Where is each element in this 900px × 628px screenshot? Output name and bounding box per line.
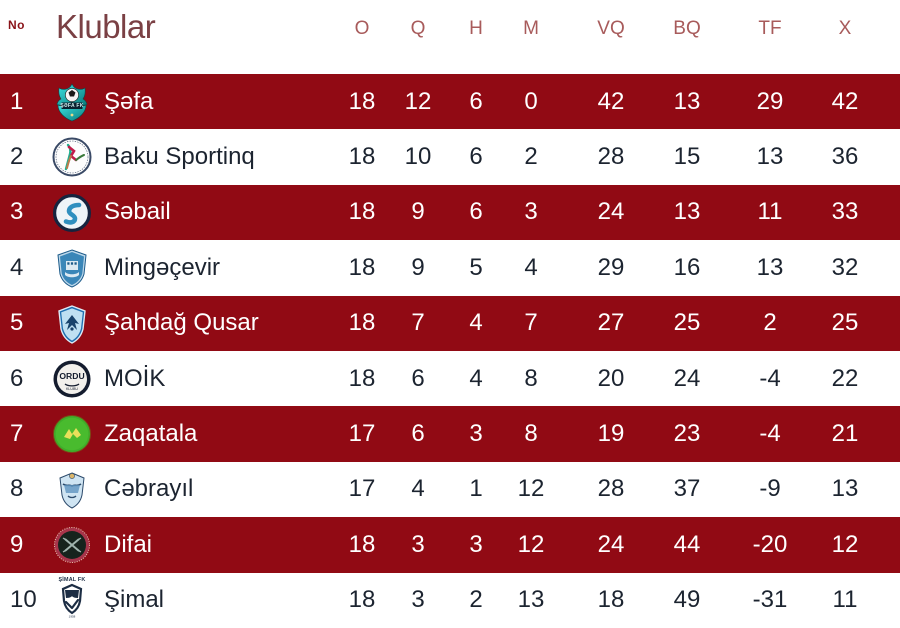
- svg-text:ŞİMAL FK: ŞİMAL FK: [59, 576, 86, 583]
- svg-text:ŞƏFA FK: ŞƏFA FK: [60, 103, 83, 109]
- svg-text:ORDU: ORDU: [59, 371, 84, 381]
- svg-text:KLUBU: KLUBU: [66, 387, 78, 391]
- svg-text:1958: 1958: [69, 614, 76, 618]
